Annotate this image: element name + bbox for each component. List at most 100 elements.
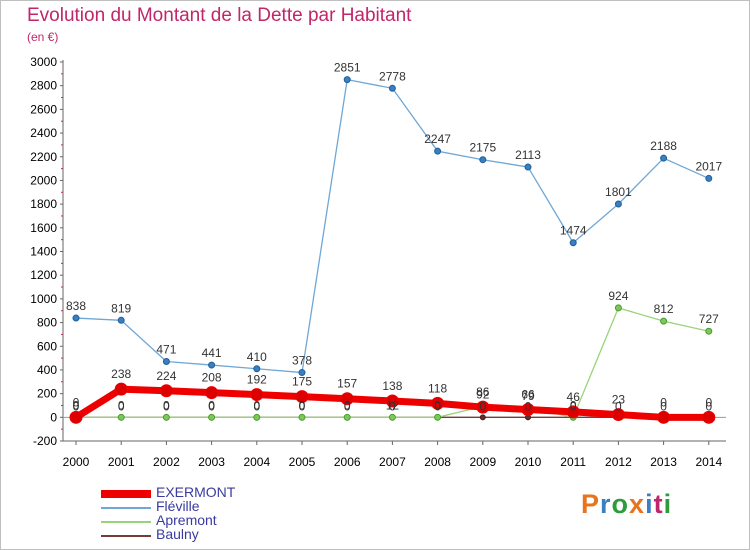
data-label-s1-2001: 819 [111, 301, 131, 315]
y-tick-label: 1200 [30, 268, 57, 282]
data-point-s2-2012 [614, 304, 622, 312]
data-point-s0-2013 [657, 410, 671, 424]
data-label-s0-2008: 118 [428, 381, 447, 395]
data-label-s2-2003: 0 [208, 398, 215, 412]
legend-item: Fléville [101, 498, 301, 515]
data-point-s0-2000 [69, 410, 83, 424]
data-label-s0-2000: 0 [73, 395, 80, 409]
legend-swatch [101, 490, 151, 498]
data-label-s2-2009: 92 [476, 387, 490, 401]
data-point-s2-2003 [208, 413, 216, 421]
y-tick-label: 2000 [30, 173, 57, 187]
data-label-s2-2006: 0 [344, 398, 351, 412]
x-tick-label: 2000 [63, 455, 90, 469]
data-point-s1-2006 [343, 76, 351, 84]
x-tick-label: 2002 [153, 455, 180, 469]
data-label-s2-2002: 0 [163, 398, 170, 412]
legend-item: Apremont [101, 512, 301, 529]
y-tick-label: 0 [50, 410, 57, 424]
chart-title: Evolution du Montant de la Dette par Hab… [27, 5, 412, 26]
data-point-s1-2013 [660, 154, 668, 162]
data-point-s1-2007 [388, 84, 396, 92]
data-label-s1-2009: 2175 [469, 141, 496, 155]
x-tick-label: 2011 [560, 455, 586, 469]
data-label-s3-2011: 0 [570, 399, 577, 413]
data-label-s1-2012: 1801 [605, 185, 632, 199]
legend-item: EXERMONT [101, 484, 301, 501]
data-point-s0-2004 [250, 388, 264, 402]
data-label-s2-2004: 0 [253, 398, 260, 412]
data-point-s0-2010 [521, 402, 535, 416]
data-label-s1-2011: 1474 [560, 224, 587, 238]
data-label-s0-2002: 224 [156, 369, 176, 383]
y-tick-label: 1600 [30, 221, 57, 235]
data-label-s3-2007: 0 [389, 399, 396, 413]
data-label-s3-2008: 0 [434, 399, 441, 413]
data-point-s1-2002 [162, 358, 170, 366]
data-label-s0-2005: 175 [292, 375, 312, 389]
x-tick-label: 2004 [243, 455, 270, 469]
data-label-s3-2012: 0 [615, 399, 622, 413]
y-tick-label: 1400 [30, 245, 57, 259]
legend-label: Fléville [156, 498, 200, 514]
data-point-s0-2012 [611, 408, 625, 422]
data-label-s0-2011: 46 [567, 390, 581, 404]
data-label-s1-2002: 471 [156, 343, 176, 357]
data-label-s0-2012: 23 [612, 393, 626, 407]
y-tick-label: 400 [37, 363, 57, 377]
data-label-s3-2014: 0 [705, 399, 712, 413]
data-label-s2-2007: 12 [386, 398, 400, 412]
data-point-s1-2008 [434, 147, 442, 155]
y-tick-label: 2400 [30, 126, 57, 140]
y-tick-label: -200 [33, 434, 57, 448]
data-point-s0-2002 [159, 384, 173, 398]
data-label-s0-2006: 157 [337, 377, 357, 391]
y-tick-label: 2600 [30, 102, 57, 116]
data-point-s2-2006 [343, 413, 351, 421]
data-point-s1-2010 [524, 163, 532, 171]
data-point-s2-2014 [705, 327, 713, 335]
data-label-s0-2001: 238 [111, 367, 131, 381]
data-point-s3-2009 [479, 414, 486, 421]
data-label-s1-2004: 410 [247, 350, 267, 364]
data-label-s3-2000: 0 [73, 399, 80, 413]
data-label-s3-2003: 0 [208, 399, 215, 413]
data-label-s3-2013: 0 [660, 399, 667, 413]
x-tick-label: 2007 [379, 455, 406, 469]
y-tick-label: 2800 [30, 79, 57, 93]
data-point-s1-2000 [72, 314, 80, 322]
data-label-s2-2012: 924 [608, 289, 628, 303]
data-point-s0-2011 [566, 405, 580, 419]
data-point-s0-2014 [702, 410, 716, 424]
data-point-s2-2002 [162, 413, 170, 421]
data-point-s0-2006 [340, 392, 354, 406]
data-label-s0-2009: 86 [476, 385, 490, 399]
data-point-s0-2003 [205, 386, 219, 400]
x-tick-label: 2006 [334, 455, 361, 469]
y-tick-label: 2200 [30, 150, 57, 164]
data-label-s1-2014: 2017 [695, 159, 722, 173]
data-label-s0-2004: 192 [247, 373, 267, 387]
legend-item: Baulny [101, 526, 301, 543]
y-tick-label: 200 [37, 387, 57, 401]
data-label-s1-2006: 2851 [334, 61, 361, 75]
data-label-s2-2013: 812 [654, 302, 674, 316]
data-label-s2-2005: 0 [299, 398, 306, 412]
x-tick-label: 2012 [605, 455, 632, 469]
y-tick-label: 3000 [30, 55, 57, 69]
x-tick-label: 2008 [424, 455, 451, 469]
data-label-s1-2005: 378 [292, 354, 312, 368]
data-label-s1-2013: 2188 [650, 139, 677, 153]
legend-label: Baulny [156, 526, 199, 542]
series-line-1 [75, 78, 710, 374]
chart-subtitle: (en €) [27, 30, 59, 44]
data-point-s0-2005 [295, 390, 309, 404]
data-label-s3-2004: 0 [253, 399, 260, 413]
legend-swatch [101, 507, 151, 509]
y-tick-label: 1800 [30, 197, 57, 211]
data-point-s1-2003 [208, 361, 216, 369]
data-label-s1-2007: 2778 [379, 69, 406, 83]
data-label-s0-2007: 138 [382, 379, 402, 393]
data-label-s3-2010: 0 [525, 399, 532, 413]
